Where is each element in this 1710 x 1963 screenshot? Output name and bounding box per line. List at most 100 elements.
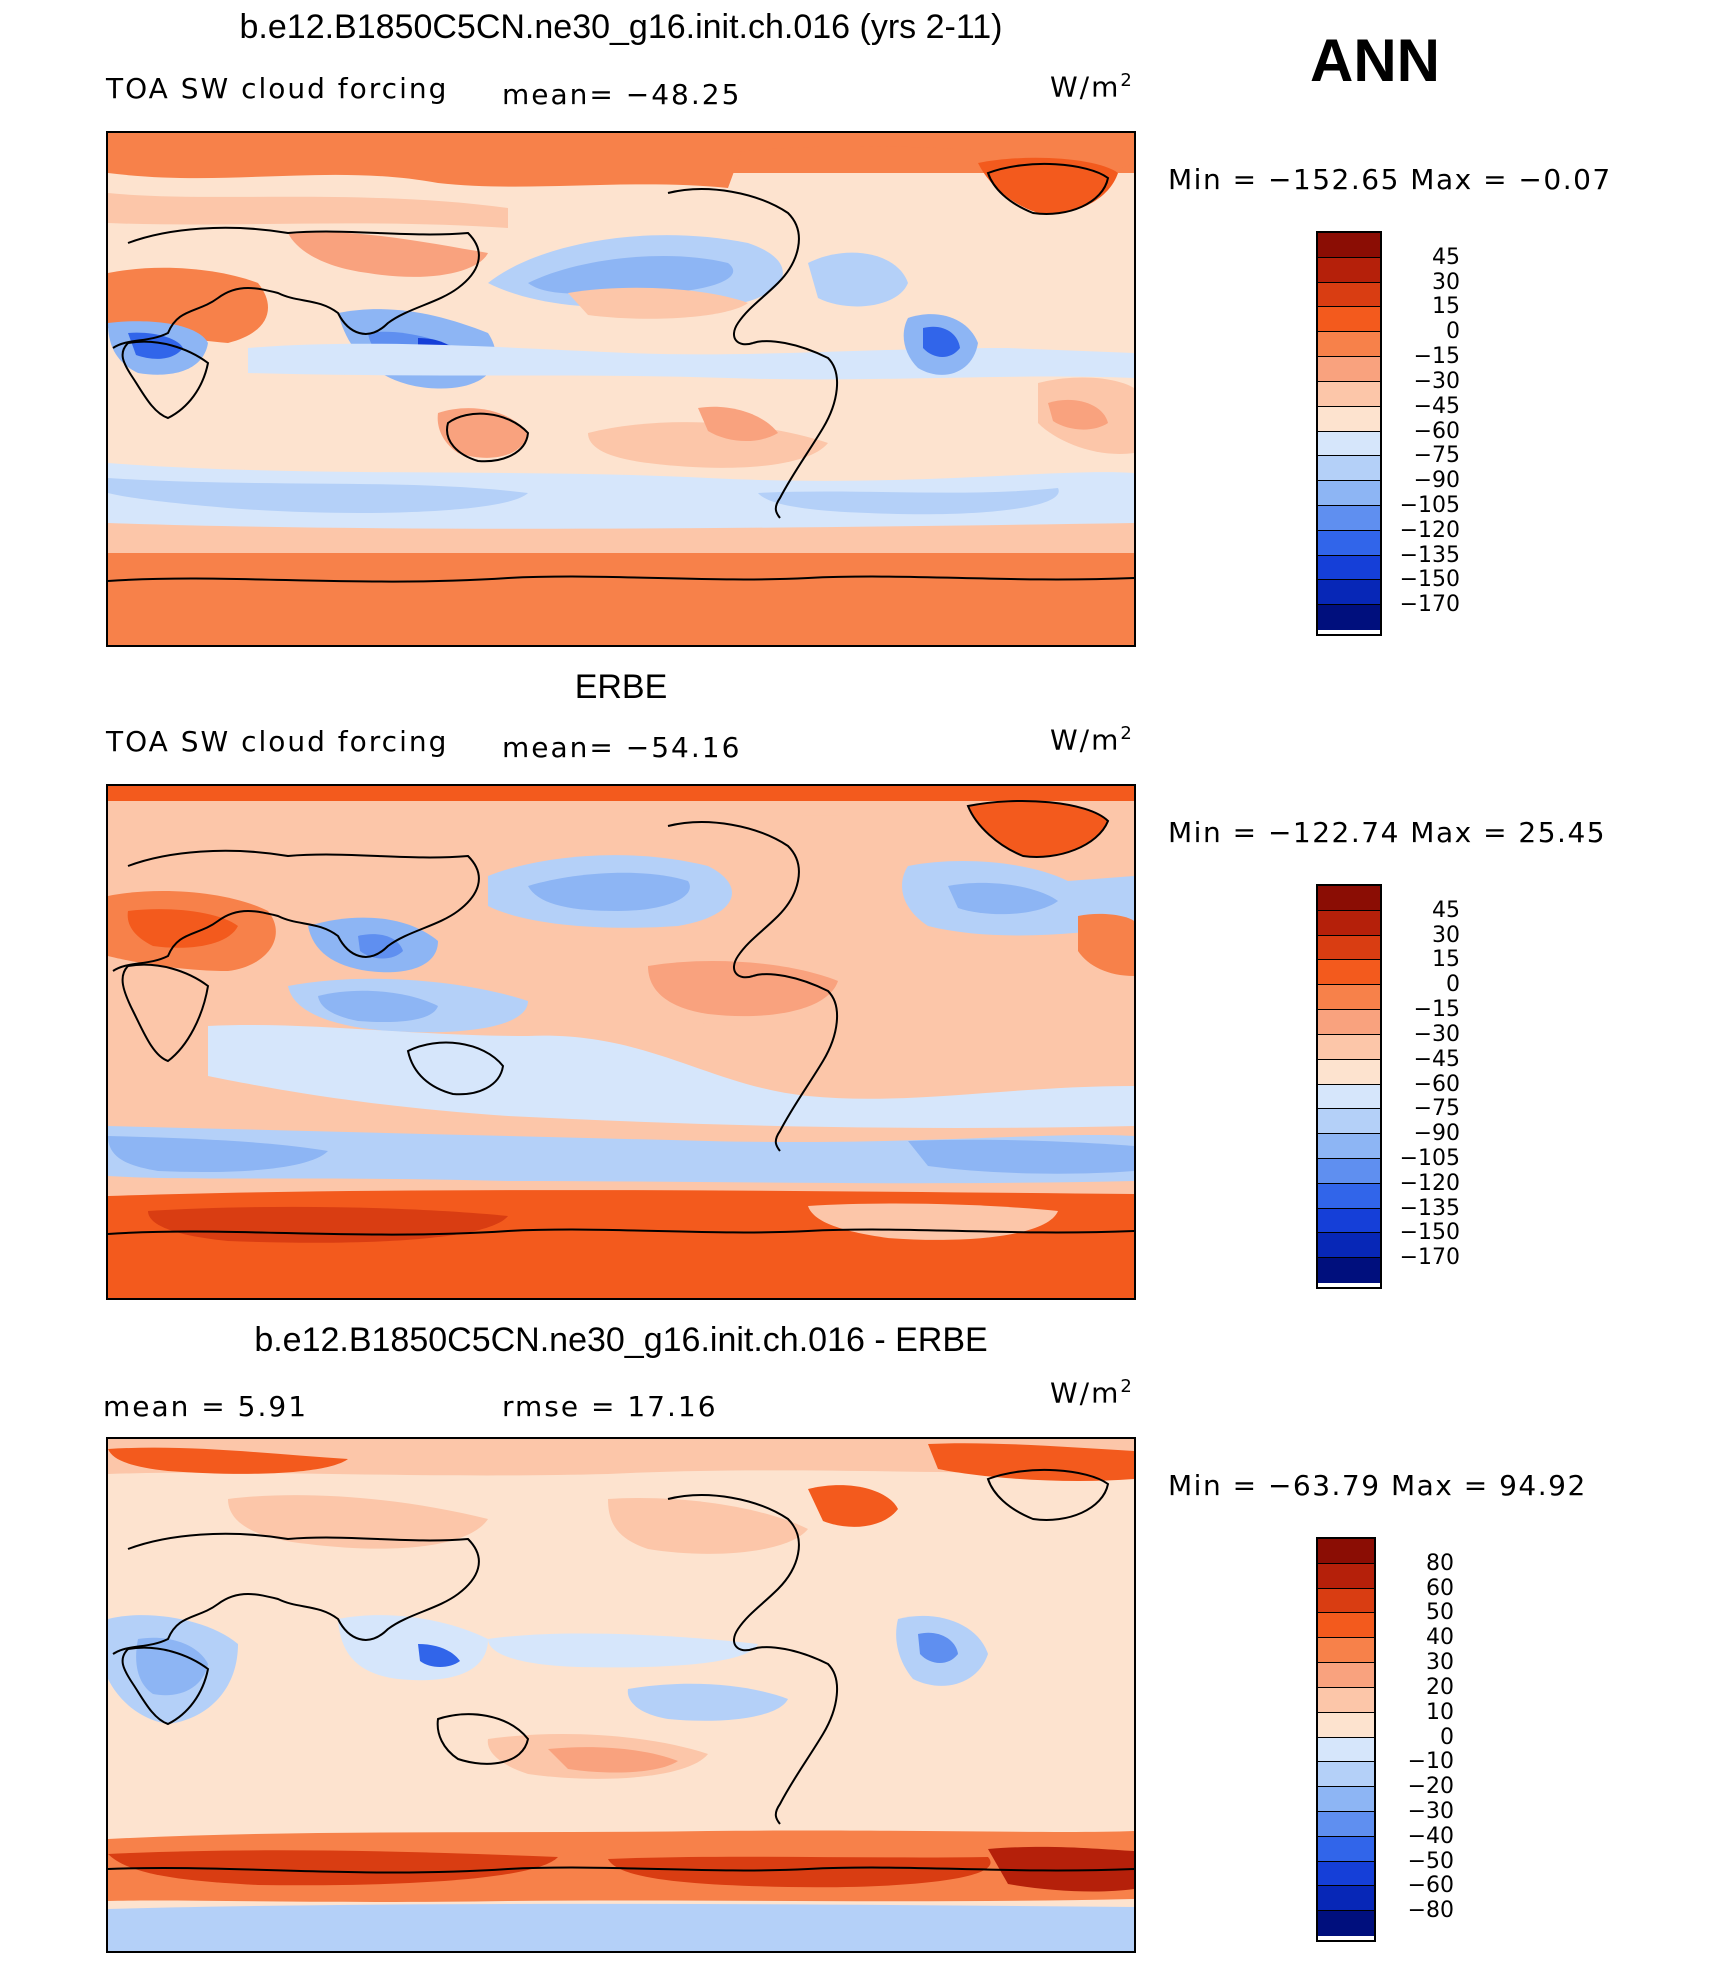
map-panel-erbe (106, 784, 1136, 1300)
colorbar-cell (1318, 1084, 1380, 1110)
colorbar-cell (1318, 481, 1380, 506)
variable-label: TOA SW cloud forcing (106, 725, 449, 758)
colorbar-tick-label: 15 (1432, 294, 1460, 320)
colorbar-tick-label: 30 (1426, 1650, 1454, 1676)
colorbar-cell (1318, 1233, 1380, 1259)
colorbar-cell (1318, 357, 1380, 382)
colorbar-cell (1318, 910, 1380, 936)
colorbar-cell (1318, 985, 1380, 1011)
colorbar-cell (1318, 960, 1380, 986)
colorbar-tick-label: −120 (1399, 1170, 1460, 1196)
colorbar-tick-label: −20 (1407, 1774, 1454, 1800)
colorbar-tick-label: −170 (1399, 1245, 1460, 1271)
colorbar-tick-label: 80 (1426, 1550, 1454, 1576)
colorbar-tick-label: −15 (1413, 997, 1460, 1023)
colorbar-tick-label: 20 (1426, 1674, 1454, 1700)
colorbar-tick-label: −135 (1399, 542, 1460, 568)
colorbar-tick-label: −60 (1413, 418, 1460, 444)
variable-label: TOA SW cloud forcing (106, 72, 449, 105)
colorbar-cell (1318, 886, 1380, 911)
colorbar (1316, 231, 1382, 636)
colorbar-tick-label: −75 (1413, 443, 1460, 469)
mean-label: mean= −54.16 (502, 731, 742, 764)
colorbar-cell (1318, 1886, 1374, 1912)
colorbar-cell (1318, 1134, 1380, 1159)
colorbar-cell (1318, 1762, 1374, 1788)
heatmap-erbe (108, 786, 1134, 1298)
colorbar-cell (1318, 605, 1380, 630)
colorbar-cell (1318, 431, 1380, 457)
colorbar-cell (1318, 580, 1380, 606)
colorbar-tick-label: −75 (1413, 1096, 1460, 1122)
colorbar-cell (1318, 456, 1380, 482)
colorbar-cell (1318, 1613, 1374, 1639)
colorbar-tick-label: −90 (1413, 1121, 1460, 1147)
minmax-label: Min = −63.79 Max = 94.92 (1168, 1469, 1587, 1502)
colorbar-cell (1318, 1034, 1380, 1060)
heatmap-difference (108, 1439, 1134, 1951)
minmax-label: Min = −152.65 Max = −0.07 (1168, 163, 1612, 196)
colorbar-tick-label: 0 (1446, 319, 1460, 345)
colorbar-tick-label: −30 (1407, 1798, 1454, 1824)
colorbar-cell (1318, 1638, 1374, 1664)
colorbar-tick-label: 0 (1446, 972, 1460, 998)
colorbar-cell (1318, 307, 1380, 333)
units-label: W/m2 (1050, 1376, 1132, 1410)
colorbar-cell (1318, 332, 1380, 358)
colorbar-labels: 45 30 15 0 −15 −30 −45 −60 −75 −90 −105 −120 −135 −15… (1370, 884, 1470, 1289)
colorbar-tick-label: 15 (1432, 947, 1460, 973)
colorbar-tick-label: 30 (1432, 922, 1460, 948)
colorbar-tick-label: −50 (1407, 1848, 1454, 1874)
colorbar-tick-label: −120 (1399, 517, 1460, 543)
colorbar-tick-label: −60 (1407, 1873, 1454, 1899)
colorbar-cell (1318, 505, 1380, 531)
colorbar-cell (1318, 381, 1380, 407)
colorbar-cell (1318, 1861, 1374, 1887)
map-panel-difference (106, 1437, 1136, 1953)
colorbar-tick-label: −170 (1399, 592, 1460, 618)
colorbar-cell (1318, 1109, 1380, 1135)
colorbar-cell (1318, 1258, 1380, 1283)
map-panel-model (106, 131, 1136, 647)
colorbar-cell (1318, 1563, 1374, 1589)
colorbar-tick-label: 30 (1432, 269, 1460, 295)
colorbar-cell (1318, 257, 1380, 283)
colorbar-tick-label: 10 (1426, 1699, 1454, 1725)
heatmap-model (108, 133, 1134, 645)
colorbar-tick-label: −45 (1413, 1046, 1460, 1072)
colorbar-tick-label: −15 (1413, 344, 1460, 370)
colorbar-tick-label: −40 (1407, 1823, 1454, 1849)
colorbar-tick-label: 60 (1426, 1575, 1454, 1601)
colorbar-tick-label: −150 (1399, 1220, 1460, 1246)
colorbar-tick-label: −105 (1399, 1145, 1460, 1171)
colorbar-tick-label: −105 (1399, 492, 1460, 518)
minmax-label: Min = −122.74 Max = 25.45 (1168, 816, 1607, 849)
colorbar-cell (1318, 530, 1380, 556)
units-label: W/m2 (1050, 70, 1132, 104)
colorbar-cell (1318, 1663, 1374, 1688)
colorbar-cell (1318, 1059, 1380, 1085)
units-label: W/m2 (1050, 723, 1132, 757)
colorbar-cell (1318, 282, 1380, 308)
colorbar-cell (1318, 1010, 1380, 1035)
season-label: ANN (1310, 27, 1440, 94)
colorbar-cell (1318, 1911, 1374, 1936)
colorbar-cell (1318, 1687, 1374, 1713)
colorbar-cell (1318, 1183, 1380, 1209)
colorbar-tick-label: −135 (1399, 1195, 1460, 1221)
colorbar-labels: 45 30 15 0 −15 −30 −45 −60 −75 −90 −105 −120 −135 −15… (1370, 231, 1470, 636)
colorbar-cell (1318, 1539, 1374, 1564)
colorbar-cell (1318, 1787, 1374, 1812)
colorbar-cell (1318, 555, 1380, 581)
colorbar-cell (1318, 1712, 1374, 1738)
colorbar-cell (1318, 1158, 1380, 1184)
colorbar-tick-label: −45 (1413, 393, 1460, 419)
colorbar-tick-label: −90 (1413, 468, 1460, 494)
panel-title: ERBE (574, 668, 668, 706)
colorbar-cell (1318, 935, 1380, 961)
colorbar-labels: 80 60 50 40 30 20 10 0 −10 −20 −30 −40 −50 −60 −80 (1364, 1537, 1464, 1942)
colorbar-tick-label: 40 (1426, 1625, 1454, 1651)
colorbar-tick-label: 50 (1426, 1600, 1454, 1626)
mean-label: mean = 5.91 (103, 1390, 309, 1423)
colorbar-cell (1318, 1737, 1374, 1763)
